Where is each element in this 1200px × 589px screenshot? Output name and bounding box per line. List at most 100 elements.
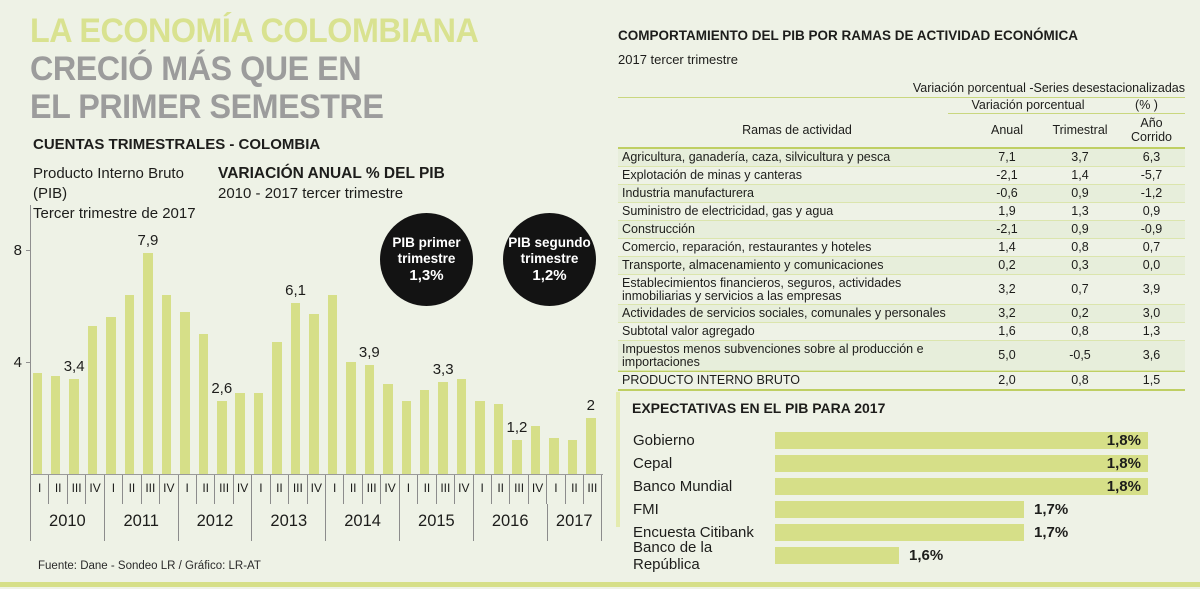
gdp-sector-table-section: COMPORTAMIENTO DEL PIB POR RAMAS DE ACTI… [618,28,1185,391]
table-row: Impuestos menos subvenciones sobre al pr… [618,341,1185,371]
pib-bar-value-label: 3,4 [63,357,85,375]
pib-bar-2013-IV [309,314,319,474]
pib-bar-2017-I [549,437,559,474]
table-group-header-vp: Variación porcentual [971,98,1085,112]
table-cell-value: 1,3 [1071,204,1089,218]
table-group-header: Variación porcentual (% ) [618,98,1185,114]
quarter-label-2010-IV: IV [85,475,103,504]
quarter-label-2010-III: III [66,475,85,504]
table-cell-value: 0,7 [1071,282,1089,296]
pib-bar-2015-III [438,381,448,474]
pib-bar-value-label: 2 [586,397,595,414]
page-title-line1: LA ECONOMÍA COLOMBIANA [30,12,479,50]
table-title: COMPORTAMIENTO DEL PIB POR RAMAS DE ACTI… [618,28,1079,43]
table-cell-value: 1,5 [1142,373,1161,387]
quarter-label-2011-III: III [140,475,159,504]
year-label-2017: 2017 [546,504,602,541]
pib-plot-area: 3,4 7,9 2,6 6,1 3,9 3,3 1,2 2 [30,205,603,474]
table-row: Subtotal valor agregado 1,6 0,8 1,3 [618,323,1185,341]
quarter-label-2013-II: II [269,475,288,504]
pib-bar-2011-III [143,252,153,474]
pib-bar-value-label: 2,6 [211,380,233,398]
quarter-label-2011-II: II [122,475,140,504]
page-title-line2: CRECIÓ MÁS QUE EN [30,50,362,88]
table-cell-value: 0,3 [1071,258,1089,272]
col-header-trimestral: Trimestral [1052,123,1108,137]
pib-bar-2017-II [567,440,578,474]
pib-bar-value-label: 7,9 [137,231,159,249]
badge-q1-line1: PIB primer [392,234,461,250]
table-cell-value: 1,4 [998,240,1016,254]
table-cell-value: 1,9 [998,204,1016,218]
table-row: Transporte, almacenamiento y comunicacio… [618,257,1185,275]
table-cell-value: 1,6 [998,324,1016,338]
table-cell-value: 3,9 [1142,282,1161,296]
pib-subtitle-left-line1: Producto Interno Bruto (PIB) [33,165,184,202]
expectativa-value-label: 1,8% [1106,455,1141,472]
pib-chart-subtitles: Producto Interno Bruto (PIB) Tercer trim… [33,164,593,224]
table-cell-value: 3,7 [1071,150,1089,164]
table-cell-value: 0,8 [1071,324,1089,338]
table-cell-value: 2,0 [998,373,1016,387]
table-cell-value: 0,7 [1142,240,1161,254]
table-row: Suministro de electricidad, gas y agua 1,… [618,203,1185,221]
pib-ytick-mark [26,250,31,251]
expectativa-entity-label: FMI [633,501,659,518]
col-header-ano-corrido: Año Corrido [1131,116,1172,144]
table-body: Agricultura, ganadería, caza, silvicultu… [618,149,1185,391]
badge-q2-line2: trimestre [520,250,579,266]
pib-bar-value-label: 3,3 [432,360,454,378]
table-cell-value: -1,2 [1140,186,1163,200]
pib-bar-value-label: 6,1 [285,282,306,300]
badge-q1-value: 1,3% [409,266,444,284]
expectativa-bar: 1,8% [775,455,1148,472]
quarter-label-2013-III: III [288,475,306,504]
expectativa-entity-label: Banco de la República [633,538,713,573]
pib-bar-2013-II [272,342,282,474]
quarter-label-2014-III: III [361,475,380,504]
expectativa-row: FMI 1,7% [633,501,1193,518]
quarter-label-2014-I: I [325,475,343,504]
table-column-headers: Ramas de actividad Anual Trimestral Año C… [618,114,1185,149]
bottom-accent-strip [0,582,1200,587]
expectativa-value-label: 1,8% [1106,432,1141,449]
expectativa-bar [775,501,1024,518]
table-cell-value: 0,9 [1142,204,1161,218]
table-group-header-pct: (% ) [1135,98,1158,112]
table-cell-value: -0,6 [996,186,1018,200]
table-cell-value: 1,4 [1071,168,1089,182]
table-cell-rama: Subtotal valor agregado [622,324,755,338]
gdp-sector-table: Variación porcentual -Series desestacion… [618,81,1185,391]
expectativa-value-label: 1,7% [1034,501,1069,518]
pib-bar-2014-IV [383,384,393,474]
expectativa-entity-label: Banco Mundial [633,478,733,495]
expectativa-entity-label: Gobierno [633,432,695,449]
quarter-label-2010-I: I [30,475,48,504]
col-header-ramas: Ramas de actividad [742,123,852,137]
table-header-note: Variación porcentual -Series desestacion… [618,81,1185,98]
pib-bar-2011-II [124,294,135,474]
quarter-label-2011-IV: IV [159,475,177,504]
table-row: Agricultura, ganadería, caza, silvicultu… [618,149,1185,167]
table-row: Industria manufacturera -0,6 0,9 -1,2 [618,185,1185,203]
expectativa-bar [775,547,899,564]
pib-subtitle-right: VARIACIÓN ANUAL % DEL PIB 2010 - 2017 te… [218,164,445,224]
quarter-label-2011-I: I [103,475,122,504]
table-group-header-spacer [618,98,948,114]
table-cell-rama: Suministro de electricidad, gas y agua [622,204,834,218]
table-row: Explotación de minas y canteras -2,1 1,4 -5… [618,167,1185,185]
pib-year-axis: 2010 2011 2012 2013 2014 2015 2016 2017 [30,504,602,541]
pib-bar-2013-I [253,392,264,474]
pib-bar-2011-I [106,317,116,474]
table-cell-value: 0,2 [1071,306,1089,320]
table-row: Actividades de servicios sociales, comun… [618,305,1185,323]
badge-q1-line2: trimestre [397,250,456,266]
pib-quarter-axis: I II III IV I II III IV I II III IV I II III IV I II III IV… [30,475,602,504]
quarter-label-2017-III: III [583,475,602,504]
table-cell-rama: Impuestos menos subvenciones sobre al pr… [622,341,924,369]
section-heading-cuentas: CUENTAS TRIMESTRALES - COLOMBIA [33,136,321,153]
pib-chart-range: 2010 - 2017 tercer trimestre [218,185,404,202]
expectativa-entity-label: Cepal [633,455,673,472]
table-cell-value: 6,3 [1142,150,1161,164]
expectativa-row: Banco Mundial 1,8% [633,478,1193,495]
